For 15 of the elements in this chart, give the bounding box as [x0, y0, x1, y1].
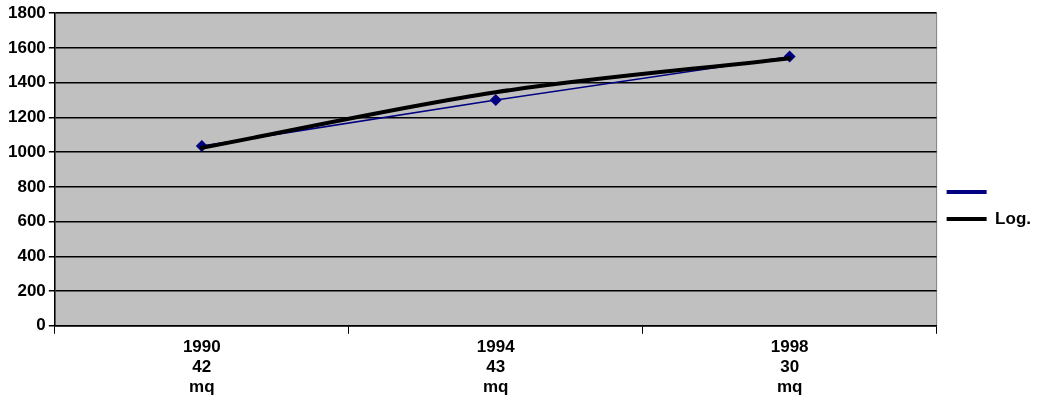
- y-tick-label: 400: [17, 246, 46, 266]
- y-tick-label: 1000: [7, 141, 46, 161]
- y-tick-label: 1800: [7, 2, 46, 22]
- x-tick-label: 1990 42 mq: [182, 336, 221, 397]
- y-tick-label: 600: [17, 211, 46, 231]
- y-tick-label: 0: [36, 315, 46, 335]
- x-tick-label: 1998 30 mq: [770, 336, 809, 397]
- point: [489, 94, 502, 107]
- y-tick-label: 1400: [7, 72, 46, 92]
- y-tick-label: 1200: [7, 107, 46, 127]
- x-tick-label: 1994 43 mq: [476, 336, 516, 397]
- y-tick-label: 200: [17, 280, 46, 300]
- legend-label: Log.: [995, 208, 1032, 228]
- y-tick-label: 1600: [7, 37, 46, 57]
- y-tick-label: 800: [17, 176, 46, 196]
